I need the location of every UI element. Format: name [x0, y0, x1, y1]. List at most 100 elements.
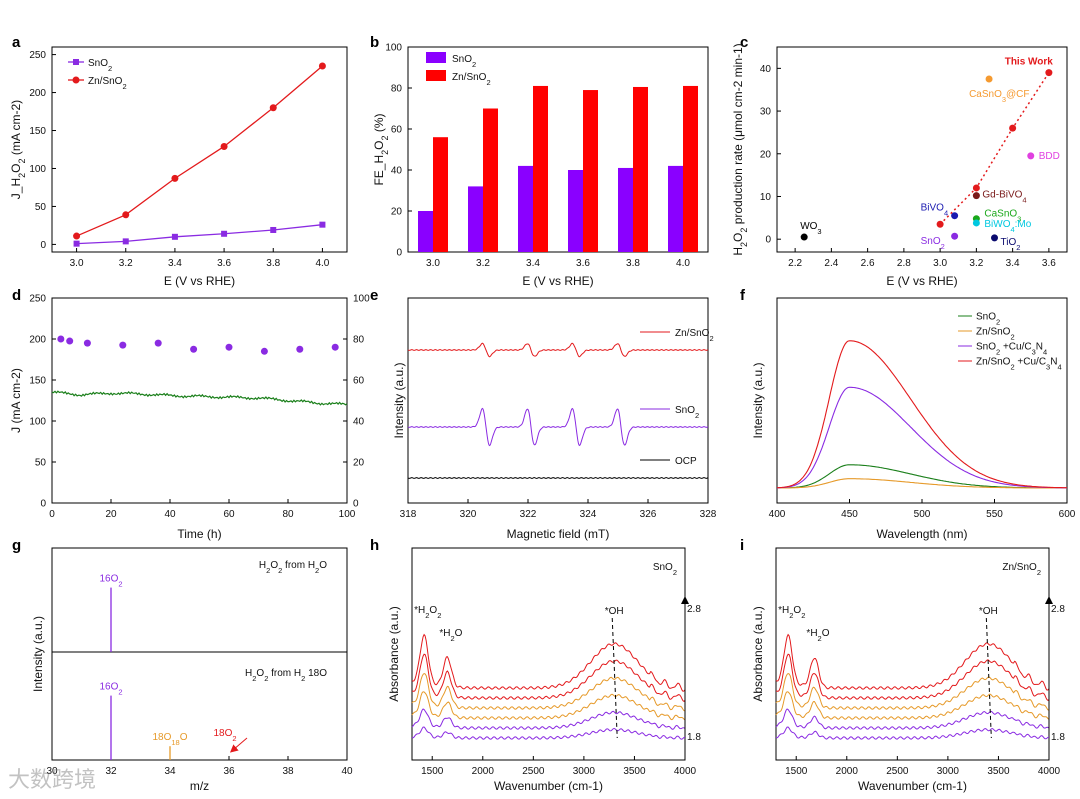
data-point — [800, 233, 808, 241]
subplot-title: H2O2 from H2 18O — [245, 668, 327, 683]
label-part: 2 — [1037, 568, 1041, 577]
y-tick-label: 100 — [29, 164, 46, 175]
label-part: Intensity (a.u.) — [31, 616, 45, 692]
plot-frame — [407, 297, 709, 504]
y-tick-label: 100 — [353, 294, 370, 305]
label-part: BiVO — [921, 203, 945, 214]
x-tick-label: 1500 — [421, 766, 444, 777]
label-part: FE_H — [372, 155, 386, 186]
x-tick-label: 100 — [339, 509, 356, 520]
plot-frame — [411, 547, 686, 761]
bar — [568, 170, 583, 252]
legend-entry: Zn/SnO2 — [675, 328, 714, 343]
bar — [533, 85, 548, 252]
point-label: Gd-BiVO4 — [982, 190, 1026, 205]
point-label: SnO2 — [921, 236, 945, 251]
plot-frame — [776, 46, 1068, 253]
label-part: Time (h) — [177, 527, 221, 541]
label-part: 2 — [1016, 242, 1020, 251]
label-part: O — [111, 574, 119, 585]
fe-point — [331, 343, 339, 351]
label-part: 2 — [264, 674, 268, 683]
plot-frame — [407, 46, 709, 253]
x-tick-label: 3.2 — [969, 258, 983, 269]
peak-label: 18O18O — [152, 732, 187, 747]
bar — [468, 186, 483, 252]
legend-swatch — [426, 70, 446, 81]
bar — [418, 211, 433, 252]
ir-spectrum — [411, 708, 686, 730]
fe-point — [83, 339, 91, 347]
x-tick-label: 3.8 — [626, 258, 640, 269]
data-point — [1045, 69, 1053, 77]
data-point — [220, 142, 228, 150]
label-part: ) — [9, 368, 23, 372]
bar — [583, 90, 598, 252]
x-tick-label: 32 — [105, 766, 117, 777]
plot-frame — [51, 547, 348, 761]
x-tick-label: 400 — [769, 509, 786, 520]
bar — [618, 167, 633, 252]
current-trace — [51, 390, 348, 406]
label-part: 2 — [451, 634, 455, 643]
label-part: production rate (μmol cm — [731, 91, 745, 227]
label-part: SnO — [653, 562, 673, 573]
data-point — [269, 104, 277, 112]
y-axis-label: Absorbance (a.u.) — [387, 606, 401, 701]
label-part: Zn/SnO — [976, 357, 1011, 368]
label-part: (mA cm — [9, 114, 23, 158]
plot-frame — [51, 297, 348, 504]
x-tick-label: 0 — [49, 509, 55, 520]
data-point — [270, 226, 277, 233]
label-part: @CF — [1006, 89, 1029, 100]
ir-spectrum — [775, 708, 1050, 730]
x-tick-label: 3.4 — [168, 258, 182, 269]
label-part: 2 — [1010, 332, 1014, 341]
label-part: 4 — [944, 208, 948, 217]
label-part: Wavenumber (cm — [858, 779, 952, 793]
legend-entry: Zn/SnO2 — [452, 72, 491, 87]
y-tick-label: 40 — [353, 417, 365, 428]
label-part: m/z — [190, 779, 209, 793]
y-tick-label: 80 — [353, 335, 365, 346]
peak-arrow — [229, 737, 248, 753]
this-work-line — [939, 72, 1050, 225]
x-tick-label: 2500 — [886, 766, 909, 777]
label-part: 2 — [472, 60, 476, 69]
panel-letter-e: e — [370, 287, 378, 304]
x-tick-label: 3.0 — [426, 258, 440, 269]
label-part: 4 — [1057, 362, 1061, 371]
data-point — [73, 240, 80, 247]
data-point — [1009, 124, 1017, 132]
label-part: 16 — [99, 574, 111, 585]
panel-title: SnO2 — [653, 562, 677, 577]
label-part: Zn/SnO — [1002, 562, 1037, 573]
label-part: 2 — [709, 334, 713, 343]
label-part: 3 — [1017, 214, 1021, 223]
label-part: 2 — [380, 135, 390, 140]
label-part: 2 — [301, 674, 305, 683]
label-part: O — [455, 628, 463, 639]
label-part: 2 — [1010, 362, 1014, 371]
x-tick-label: 3500 — [987, 766, 1010, 777]
bar — [433, 137, 448, 252]
legend-entry: OCP — [675, 456, 697, 467]
label-part: 2 — [818, 634, 822, 643]
x-axis-label: m/z — [190, 779, 209, 793]
x-axis-label: Wavenumber (cm-1) — [858, 779, 967, 793]
label-part: BiWO — [984, 219, 1010, 230]
panel-h: 1500 2000 2500 3000 3500 4000 h Wavenumber (cm-… — [370, 537, 701, 793]
fe-point — [190, 345, 198, 353]
label-part: 2 — [941, 242, 945, 251]
label-part: -1 — [731, 47, 745, 58]
y-axis-label: H2O2 production rate (μmol cm-2 min-1) — [731, 43, 749, 255]
label-part: J_H — [9, 178, 23, 199]
potential-label: 1.8 — [1051, 732, 1065, 743]
bar — [668, 165, 683, 252]
epr-spectrum — [407, 342, 709, 358]
y-tick-label: 200 — [29, 335, 46, 346]
ir-spectrum — [775, 691, 1050, 720]
label-part: 2 — [252, 674, 256, 683]
fe-point — [296, 345, 304, 353]
label-part: - — [996, 190, 999, 201]
